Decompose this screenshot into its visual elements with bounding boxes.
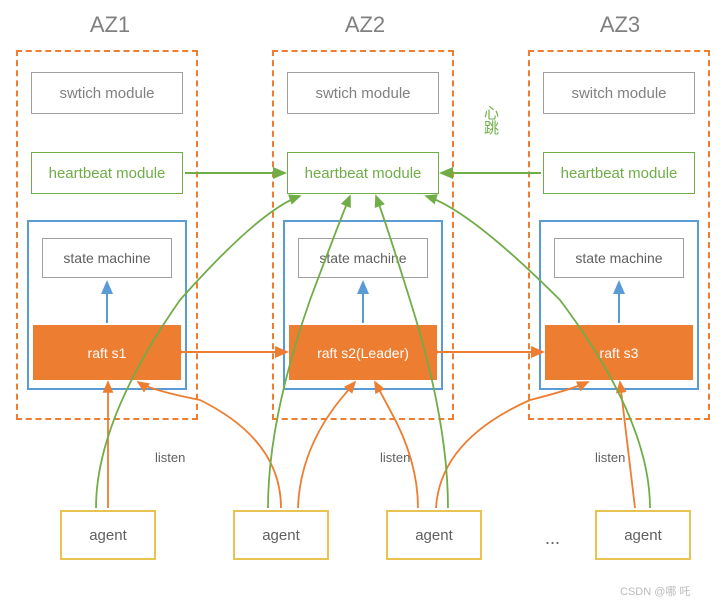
- listen-label-1: listen: [155, 450, 185, 465]
- az2-state-machine: state machine: [298, 238, 428, 278]
- az1-raft: raft s1: [33, 325, 181, 380]
- heartbeat-vertical-label: 心跳: [480, 105, 501, 135]
- listen-label-2: listen: [380, 450, 410, 465]
- agent-2: agent: [233, 510, 329, 560]
- az3-raft: raft s3: [545, 325, 693, 380]
- az2-heartbeat-module: heartbeat module: [287, 152, 439, 194]
- listen-label-3: listen: [595, 450, 625, 465]
- agent-1: agent: [60, 510, 156, 560]
- dots: ...: [545, 528, 560, 549]
- diagram-canvas: AZ1 swtich module heartbeat module state…: [0, 0, 726, 600]
- az1-switch-module: swtich module: [31, 72, 183, 114]
- az3-heartbeat-module: heartbeat module: [543, 152, 695, 194]
- az3-switch-module: switch module: [543, 72, 695, 114]
- agent-4: agent: [595, 510, 691, 560]
- az2-raft: raft s2(Leader): [289, 325, 437, 380]
- watermark: CSDN @哪 吒: [620, 583, 690, 599]
- az3-state-machine: state machine: [554, 238, 684, 278]
- az1-state-machine: state machine: [42, 238, 172, 278]
- az3-label: AZ3: [580, 12, 660, 38]
- az2-switch-module: swtich module: [287, 72, 439, 114]
- az1-heartbeat-module: heartbeat module: [31, 152, 183, 194]
- agent-3: agent: [386, 510, 482, 560]
- az1-label: AZ1: [70, 12, 150, 38]
- az2-label: AZ2: [325, 12, 405, 38]
